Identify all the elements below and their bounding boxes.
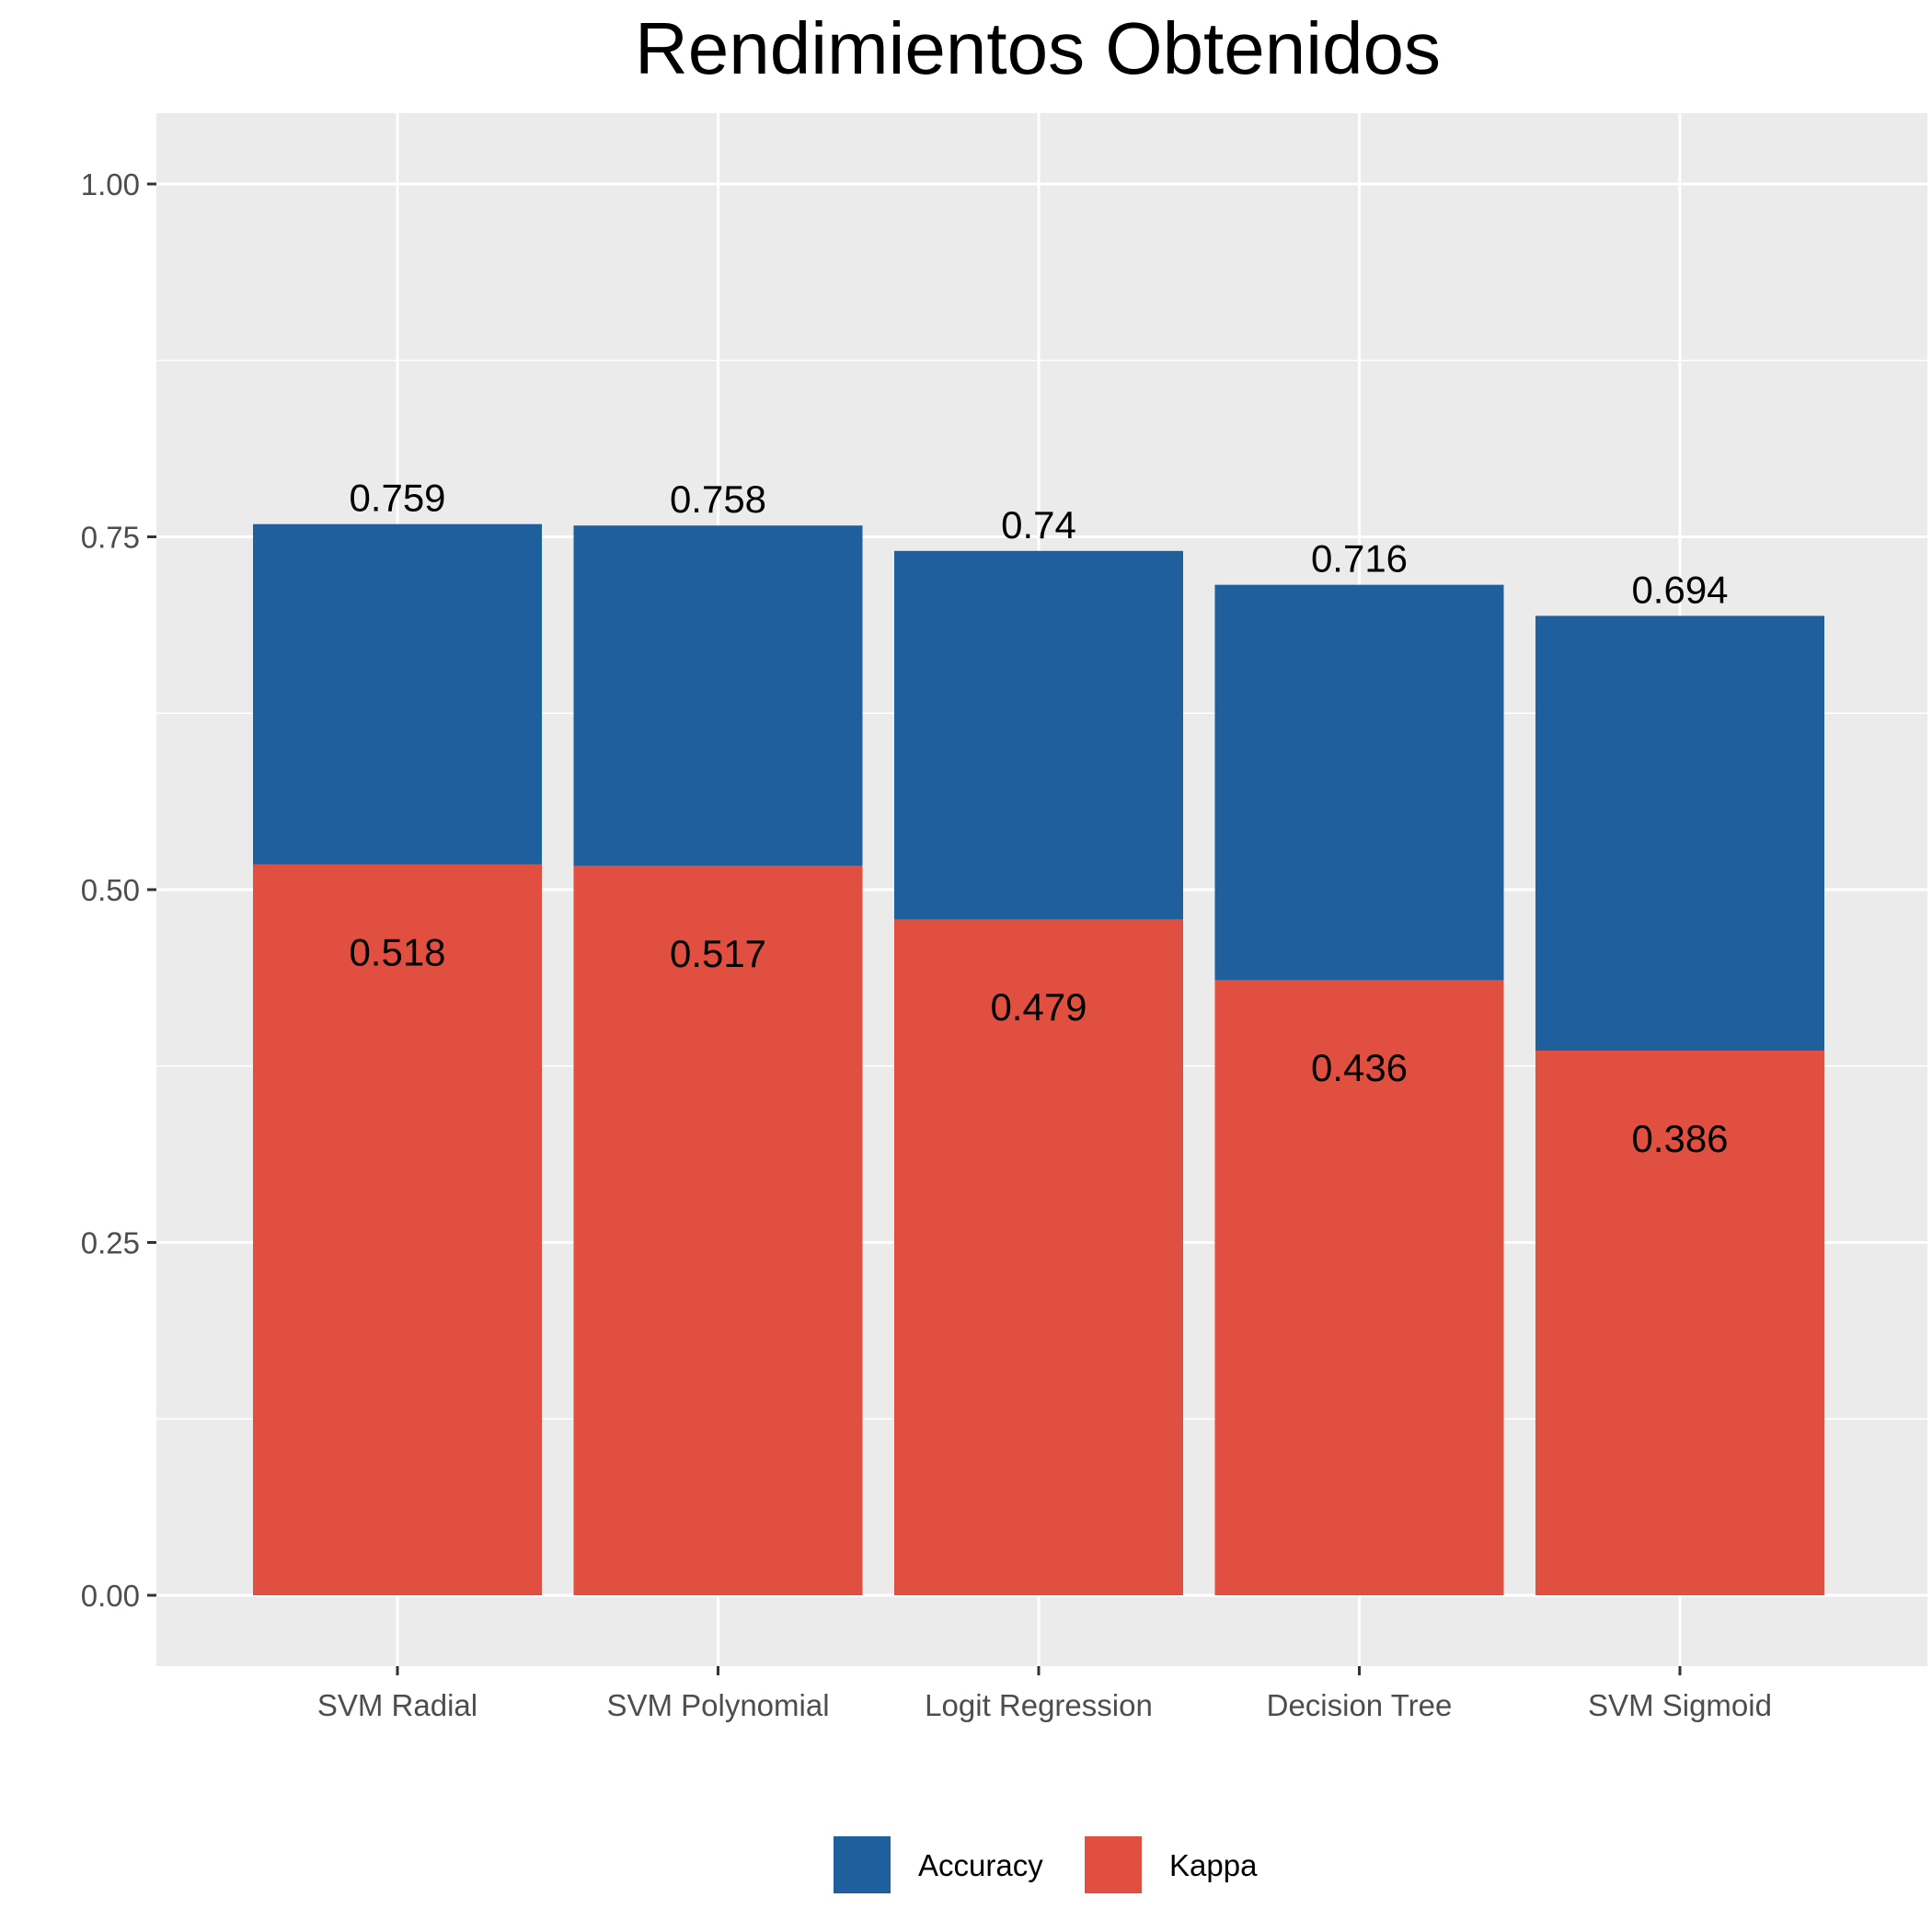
bars bbox=[253, 523, 1824, 1595]
y-tick-label: 0.75 bbox=[81, 521, 140, 555]
data-label-kappa: 0.436 bbox=[1311, 1046, 1408, 1089]
legend-label-kappa: Kappa bbox=[1169, 1848, 1258, 1882]
bar-kappa-1 bbox=[573, 865, 863, 1595]
y-tick-label: 0.50 bbox=[81, 873, 140, 907]
data-label-accuracy: 0.74 bbox=[1001, 503, 1076, 546]
y-axis: 0.00 0.25 0.50 0.75 1.00 bbox=[81, 167, 156, 1613]
x-axis: SVM Radial SVM Polynomial Logit Regression… bbox=[317, 1666, 1772, 1722]
x-tick-label: SVM Polynomial bbox=[606, 1688, 829, 1722]
x-tick-label: Logit Regression bbox=[925, 1688, 1153, 1722]
chart-title: Rendimientos Obtenidos bbox=[635, 7, 1441, 89]
bar-kappa-2 bbox=[894, 919, 1183, 1595]
y-tick-label: 0.00 bbox=[81, 1579, 140, 1613]
data-label-accuracy: 0.716 bbox=[1311, 537, 1408, 581]
x-tick-label: SVM Sigmoid bbox=[1588, 1688, 1772, 1722]
data-label-kappa: 0.518 bbox=[349, 930, 445, 973]
data-label-kappa: 0.517 bbox=[670, 932, 766, 975]
data-labels: 0.759 0.758 0.74 0.716 0.694 0.518 0.517 0.479 0… bbox=[349, 477, 1728, 1160]
legend: Accuracy Kappa bbox=[832, 1834, 1258, 1895]
data-label-kappa: 0.386 bbox=[1631, 1117, 1728, 1160]
data-label-accuracy: 0.759 bbox=[349, 477, 445, 520]
legend-key-accuracy bbox=[832, 1834, 892, 1895]
legend-key-kappa bbox=[1083, 1834, 1144, 1895]
x-tick-label: SVM Radial bbox=[317, 1688, 477, 1722]
y-tick-label: 1.00 bbox=[81, 167, 140, 201]
data-label-accuracy: 0.694 bbox=[1631, 568, 1728, 611]
bar-kappa-4 bbox=[1535, 1050, 1824, 1595]
x-tick-label: Decision Tree bbox=[1267, 1688, 1453, 1722]
data-label-kappa: 0.479 bbox=[990, 985, 1087, 1029]
legend-label-accuracy: Accuracy bbox=[918, 1848, 1043, 1882]
bar-kappa-3 bbox=[1214, 980, 1504, 1595]
data-label-accuracy: 0.758 bbox=[670, 477, 766, 521]
y-tick-label: 0.25 bbox=[81, 1226, 140, 1260]
bar-kappa-0 bbox=[253, 864, 542, 1595]
